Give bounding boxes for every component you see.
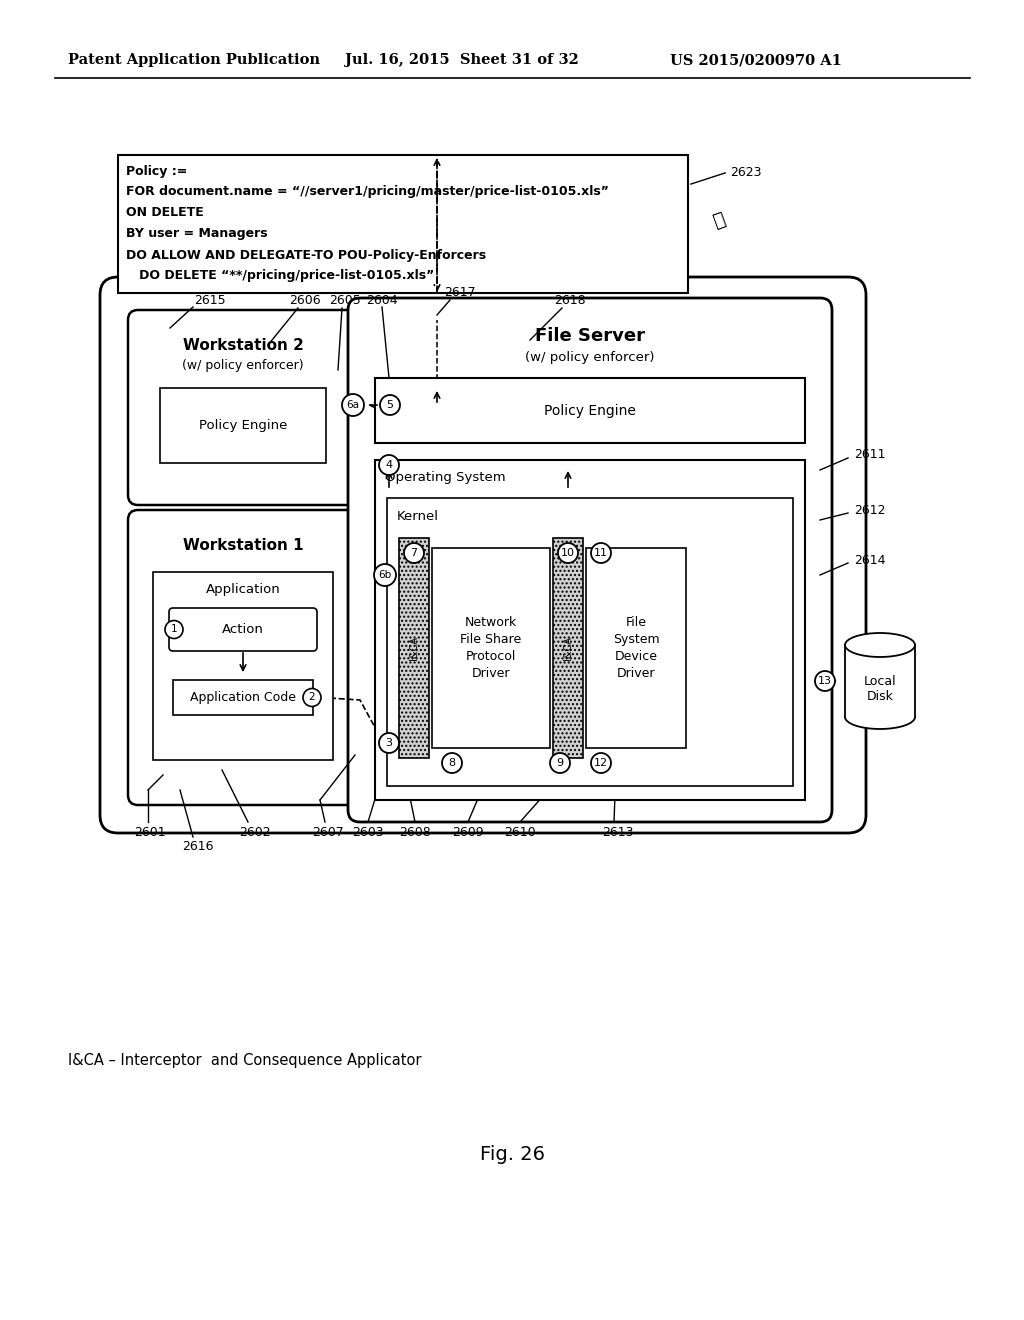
Text: Network
File Share
Protocol
Driver: Network File Share Protocol Driver xyxy=(461,616,521,680)
Circle shape xyxy=(404,543,424,564)
FancyBboxPatch shape xyxy=(845,645,915,717)
Text: 6a: 6a xyxy=(346,400,359,411)
Text: Workstation 1: Workstation 1 xyxy=(182,539,303,553)
Text: I&CA: I&CA xyxy=(563,636,573,660)
Text: 📜: 📜 xyxy=(712,209,729,231)
Circle shape xyxy=(550,752,570,774)
Ellipse shape xyxy=(845,705,915,729)
FancyBboxPatch shape xyxy=(169,609,317,651)
FancyBboxPatch shape xyxy=(160,388,326,463)
Text: 12: 12 xyxy=(594,758,608,768)
Text: 8: 8 xyxy=(449,758,456,768)
FancyBboxPatch shape xyxy=(387,498,793,785)
Text: 10: 10 xyxy=(561,548,575,558)
FancyBboxPatch shape xyxy=(153,572,333,760)
Text: Operating System: Operating System xyxy=(385,471,506,484)
Text: Patent Application Publication: Patent Application Publication xyxy=(68,53,319,67)
Circle shape xyxy=(303,689,321,706)
FancyBboxPatch shape xyxy=(553,539,583,758)
Text: 13: 13 xyxy=(818,676,831,686)
Text: FOR document.name = “//server1/pricing/master/price-list-0105.xls”: FOR document.name = “//server1/pricing/m… xyxy=(126,186,609,198)
Text: Local
Disk: Local Disk xyxy=(863,675,896,704)
Text: 7: 7 xyxy=(411,548,418,558)
FancyBboxPatch shape xyxy=(128,310,358,506)
Text: 2603: 2603 xyxy=(352,825,384,838)
Circle shape xyxy=(379,455,399,475)
Text: I&CA: I&CA xyxy=(409,636,419,660)
Circle shape xyxy=(558,543,578,564)
Text: Policy :=: Policy := xyxy=(126,165,187,177)
Text: 2615: 2615 xyxy=(195,293,226,306)
Text: Jul. 16, 2015  Sheet 31 of 32: Jul. 16, 2015 Sheet 31 of 32 xyxy=(345,53,579,67)
Circle shape xyxy=(442,752,462,774)
Text: 1: 1 xyxy=(171,624,177,635)
Text: US 2015/0200970 A1: US 2015/0200970 A1 xyxy=(670,53,842,67)
Text: 2614: 2614 xyxy=(854,553,886,566)
FancyBboxPatch shape xyxy=(586,548,686,748)
Text: Application Code: Application Code xyxy=(190,690,296,704)
Text: 2: 2 xyxy=(308,693,315,702)
Ellipse shape xyxy=(845,634,915,657)
Text: Fig. 26: Fig. 26 xyxy=(479,1146,545,1164)
Text: 2613: 2613 xyxy=(602,825,634,838)
Text: 2611: 2611 xyxy=(854,449,886,462)
Circle shape xyxy=(591,543,611,564)
FancyBboxPatch shape xyxy=(348,298,831,822)
Circle shape xyxy=(380,395,400,414)
Text: 6b: 6b xyxy=(379,570,391,579)
Circle shape xyxy=(342,393,364,416)
Text: 2617: 2617 xyxy=(444,286,476,300)
FancyBboxPatch shape xyxy=(375,459,805,800)
Text: DO ALLOW AND DELEGATE-TO POU-Policy-Enforcers: DO ALLOW AND DELEGATE-TO POU-Policy-Enfo… xyxy=(126,248,486,261)
Text: 2618: 2618 xyxy=(554,293,586,306)
FancyBboxPatch shape xyxy=(173,680,313,715)
FancyBboxPatch shape xyxy=(432,548,550,748)
Text: Application: Application xyxy=(206,583,281,597)
Text: 2610: 2610 xyxy=(504,825,536,838)
Text: 2601: 2601 xyxy=(134,825,166,838)
Circle shape xyxy=(815,671,835,690)
Text: ON DELETE: ON DELETE xyxy=(126,206,204,219)
Text: (w/ policy enforcer): (w/ policy enforcer) xyxy=(182,359,304,372)
Text: 3: 3 xyxy=(385,738,392,748)
Text: 2602: 2602 xyxy=(240,825,270,838)
Text: BY user = Managers: BY user = Managers xyxy=(126,227,267,240)
Text: 2604: 2604 xyxy=(367,293,397,306)
FancyBboxPatch shape xyxy=(118,154,688,293)
Text: 2612: 2612 xyxy=(854,503,886,516)
Text: DO DELETE “**/pricing/price-list-0105.xls”: DO DELETE “**/pricing/price-list-0105.xl… xyxy=(126,269,434,282)
Text: 11: 11 xyxy=(594,548,608,558)
Text: Policy Engine: Policy Engine xyxy=(199,418,287,432)
Circle shape xyxy=(591,752,611,774)
FancyBboxPatch shape xyxy=(375,378,805,444)
Text: File
System
Device
Driver: File System Device Driver xyxy=(612,616,659,680)
Text: I&CA – Interceptor  and Consequence Applicator: I&CA – Interceptor and Consequence Appli… xyxy=(68,1052,422,1068)
Text: Kernel: Kernel xyxy=(397,510,439,523)
FancyBboxPatch shape xyxy=(399,539,429,758)
Circle shape xyxy=(379,733,399,752)
Text: 2608: 2608 xyxy=(399,825,431,838)
Text: 2616: 2616 xyxy=(182,841,214,854)
Text: (w/ policy enforcer): (w/ policy enforcer) xyxy=(525,351,654,364)
Text: 2623: 2623 xyxy=(730,165,762,178)
Text: 2605: 2605 xyxy=(329,293,360,306)
Text: Workstation 2: Workstation 2 xyxy=(182,338,303,354)
Text: 2607: 2607 xyxy=(312,825,344,838)
Circle shape xyxy=(374,564,396,586)
Text: 2609: 2609 xyxy=(453,825,483,838)
Text: Policy Engine: Policy Engine xyxy=(544,404,636,417)
Text: 5: 5 xyxy=(386,400,393,411)
Text: 4: 4 xyxy=(385,459,392,470)
FancyBboxPatch shape xyxy=(100,277,866,833)
Text: 9: 9 xyxy=(556,758,563,768)
FancyBboxPatch shape xyxy=(128,510,358,805)
Circle shape xyxy=(165,620,183,639)
Text: 2606: 2606 xyxy=(289,293,321,306)
Text: File Server: File Server xyxy=(535,327,645,345)
Text: Action: Action xyxy=(222,623,264,636)
